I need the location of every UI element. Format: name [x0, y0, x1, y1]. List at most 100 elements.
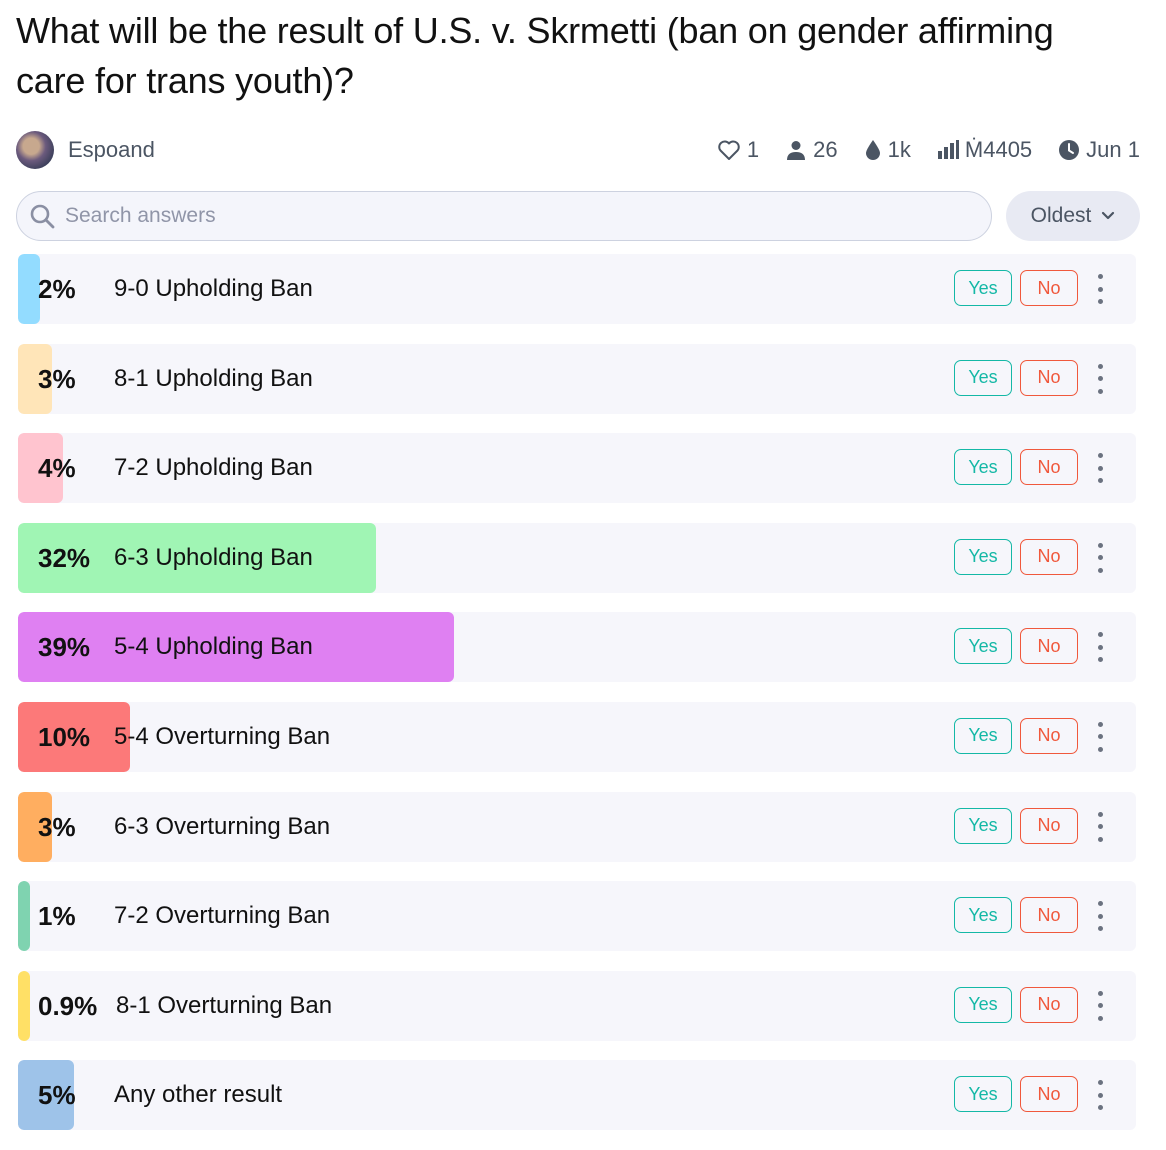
answer-probability: 32%	[38, 542, 91, 573]
more-options-icon[interactable]	[1090, 811, 1110, 842]
answer-row[interactable]: 10% 5-4 Overturning Ban Yes No	[18, 701, 1136, 772]
probability-bar	[18, 254, 41, 324]
answer-row[interactable]: 1% 7-2 Overturning Ban Yes No	[18, 881, 1136, 952]
yes-button[interactable]: Yes	[954, 628, 1012, 665]
answer-row[interactable]: 32% 6-3 Upholding Ban Yes No	[18, 522, 1136, 593]
traders-stat: 26	[785, 137, 838, 163]
dot	[1097, 286, 1103, 292]
answer-probability: 3%	[38, 363, 76, 394]
answer-probability: 10%	[38, 721, 91, 752]
more-options-icon[interactable]	[1090, 453, 1110, 484]
yes-button[interactable]: Yes	[954, 359, 1012, 396]
likes-stat[interactable]: 1	[717, 137, 759, 163]
sort-dropdown[interactable]: Oldest	[1006, 191, 1140, 241]
more-options-icon[interactable]	[1090, 542, 1110, 573]
traders-count: 26	[813, 137, 838, 162]
more-options-icon[interactable]	[1090, 632, 1110, 663]
answer-label: 8-1 Upholding Ban	[114, 364, 313, 392]
droplet-icon	[865, 140, 880, 160]
dot	[1097, 746, 1103, 752]
dot	[1097, 644, 1103, 650]
answer-label: 7-2 Overturning Ban	[114, 902, 331, 930]
no-button[interactable]: No	[1020, 449, 1078, 486]
no-button[interactable]: No	[1020, 270, 1078, 306]
sort-selected: Oldest	[1030, 204, 1092, 227]
dot	[1097, 1015, 1103, 1021]
author-avatar[interactable]	[16, 131, 54, 169]
liquidity-stat[interactable]: 1k	[864, 137, 911, 163]
yes-button[interactable]: Yes	[954, 986, 1012, 1023]
more-options-icon[interactable]	[1090, 721, 1110, 752]
dot	[1097, 1105, 1103, 1111]
more-options-icon[interactable]	[1090, 274, 1110, 304]
no-button[interactable]: No	[1020, 807, 1078, 844]
probability-bar	[18, 343, 52, 414]
answer-row[interactable]: 5% Any other result Yes No	[18, 1060, 1136, 1131]
dot	[1097, 453, 1103, 459]
clock-icon	[1059, 140, 1080, 160]
probability-bar	[18, 701, 130, 772]
market-stats: 1 26 1k Ṁ4405 Jun 1	[717, 137, 1140, 163]
probability-bar	[18, 791, 52, 862]
dot	[1097, 1080, 1103, 1086]
search-input[interactable]	[63, 203, 947, 229]
probability-bar	[18, 433, 63, 504]
no-button[interactable]: No	[1020, 986, 1078, 1023]
dot	[1097, 376, 1103, 382]
yes-button[interactable]: Yes	[954, 449, 1012, 486]
yes-button[interactable]: Yes	[954, 897, 1012, 934]
more-options-icon[interactable]	[1090, 1080, 1110, 1111]
answers-toolbar: Oldest	[16, 190, 1140, 242]
volume-amount: Ṁ4405	[964, 137, 1033, 162]
close-date-stat: Jun 1	[1058, 137, 1140, 163]
dot	[1097, 388, 1103, 394]
no-button[interactable]: No	[1020, 628, 1078, 665]
dot	[1097, 836, 1103, 842]
dot	[1097, 363, 1103, 369]
answers-list: 2% 9-0 Upholding Ban Yes No 3% 8-1 Upholding …	[18, 254, 1136, 1150]
dot	[1097, 274, 1103, 279]
no-button[interactable]: No	[1020, 1076, 1078, 1113]
dot	[1097, 567, 1103, 573]
yes-button[interactable]: Yes	[954, 538, 1012, 575]
answer-label: 7-2 Upholding Ban	[114, 454, 313, 482]
answer-row[interactable]: 39% 5-4 Upholding Ban Yes No	[18, 612, 1136, 683]
no-button[interactable]: No	[1020, 897, 1078, 934]
dot	[1097, 734, 1103, 740]
heart-icon	[718, 140, 740, 160]
answer-label: 5-4 Overturning Ban	[114, 722, 331, 750]
chevron-down-icon	[1102, 211, 1115, 220]
yes-button[interactable]: Yes	[954, 807, 1012, 844]
more-options-icon[interactable]	[1090, 901, 1110, 932]
answer-row[interactable]: 0.9% 8-1 Overturning Ban Yes No	[18, 970, 1136, 1041]
dot	[1097, 926, 1103, 932]
search-icon	[30, 204, 55, 229]
market-meta: Espoand 1 26 1k Ṁ4405 Jun 1	[16, 130, 1140, 170]
more-options-icon[interactable]	[1090, 990, 1110, 1021]
answer-label: 6-3 Upholding Ban	[114, 543, 313, 571]
dot	[1097, 901, 1103, 907]
probability-bar	[18, 522, 376, 593]
more-options-icon[interactable]	[1090, 363, 1110, 394]
no-button[interactable]: No	[1020, 359, 1078, 396]
no-button[interactable]: No	[1020, 717, 1078, 754]
yes-button[interactable]: Yes	[954, 717, 1012, 754]
likes-count: 1	[746, 137, 760, 162]
dot	[1097, 632, 1103, 638]
answer-probability: 1%	[38, 901, 76, 932]
answer-label: Any other result	[114, 1081, 283, 1109]
probability-bar	[18, 612, 455, 683]
yes-button[interactable]: Yes	[954, 270, 1012, 306]
dot	[1097, 542, 1103, 548]
author-name[interactable]: Espoand	[68, 137, 155, 162]
search-box[interactable]	[16, 191, 992, 241]
answer-row[interactable]: 2% 9-0 Upholding Ban Yes No	[18, 254, 1136, 324]
answer-row[interactable]: 3% 6-3 Overturning Ban Yes No	[18, 791, 1136, 862]
dot	[1097, 824, 1103, 830]
answer-label: 5-4 Upholding Ban	[114, 633, 313, 661]
answer-row[interactable]: 3% 8-1 Upholding Ban Yes No	[18, 343, 1136, 414]
dot	[1097, 990, 1103, 996]
yes-button[interactable]: Yes	[954, 1076, 1012, 1113]
no-button[interactable]: No	[1020, 538, 1078, 575]
answer-row[interactable]: 4% 7-2 Upholding Ban Yes No	[18, 433, 1136, 504]
